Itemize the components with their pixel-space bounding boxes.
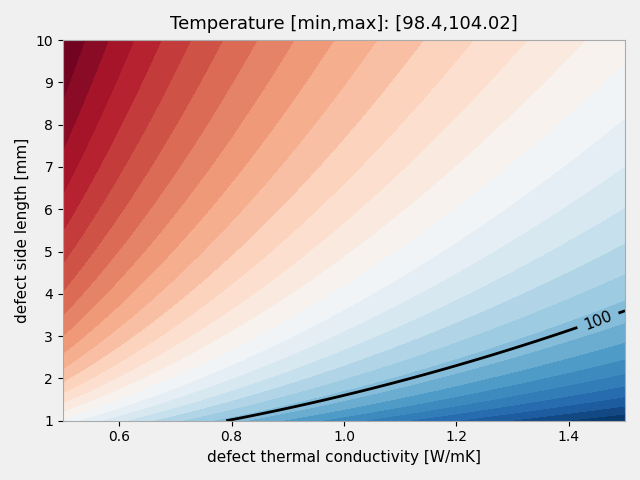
Y-axis label: defect side length [mm]: defect side length [mm] (15, 138, 30, 323)
Title: Temperature [min,max]: [98.4,104.02]: Temperature [min,max]: [98.4,104.02] (170, 15, 518, 33)
Text: 100: 100 (582, 308, 614, 333)
X-axis label: defect thermal conductivity [W/mK]: defect thermal conductivity [W/mK] (207, 450, 481, 465)
